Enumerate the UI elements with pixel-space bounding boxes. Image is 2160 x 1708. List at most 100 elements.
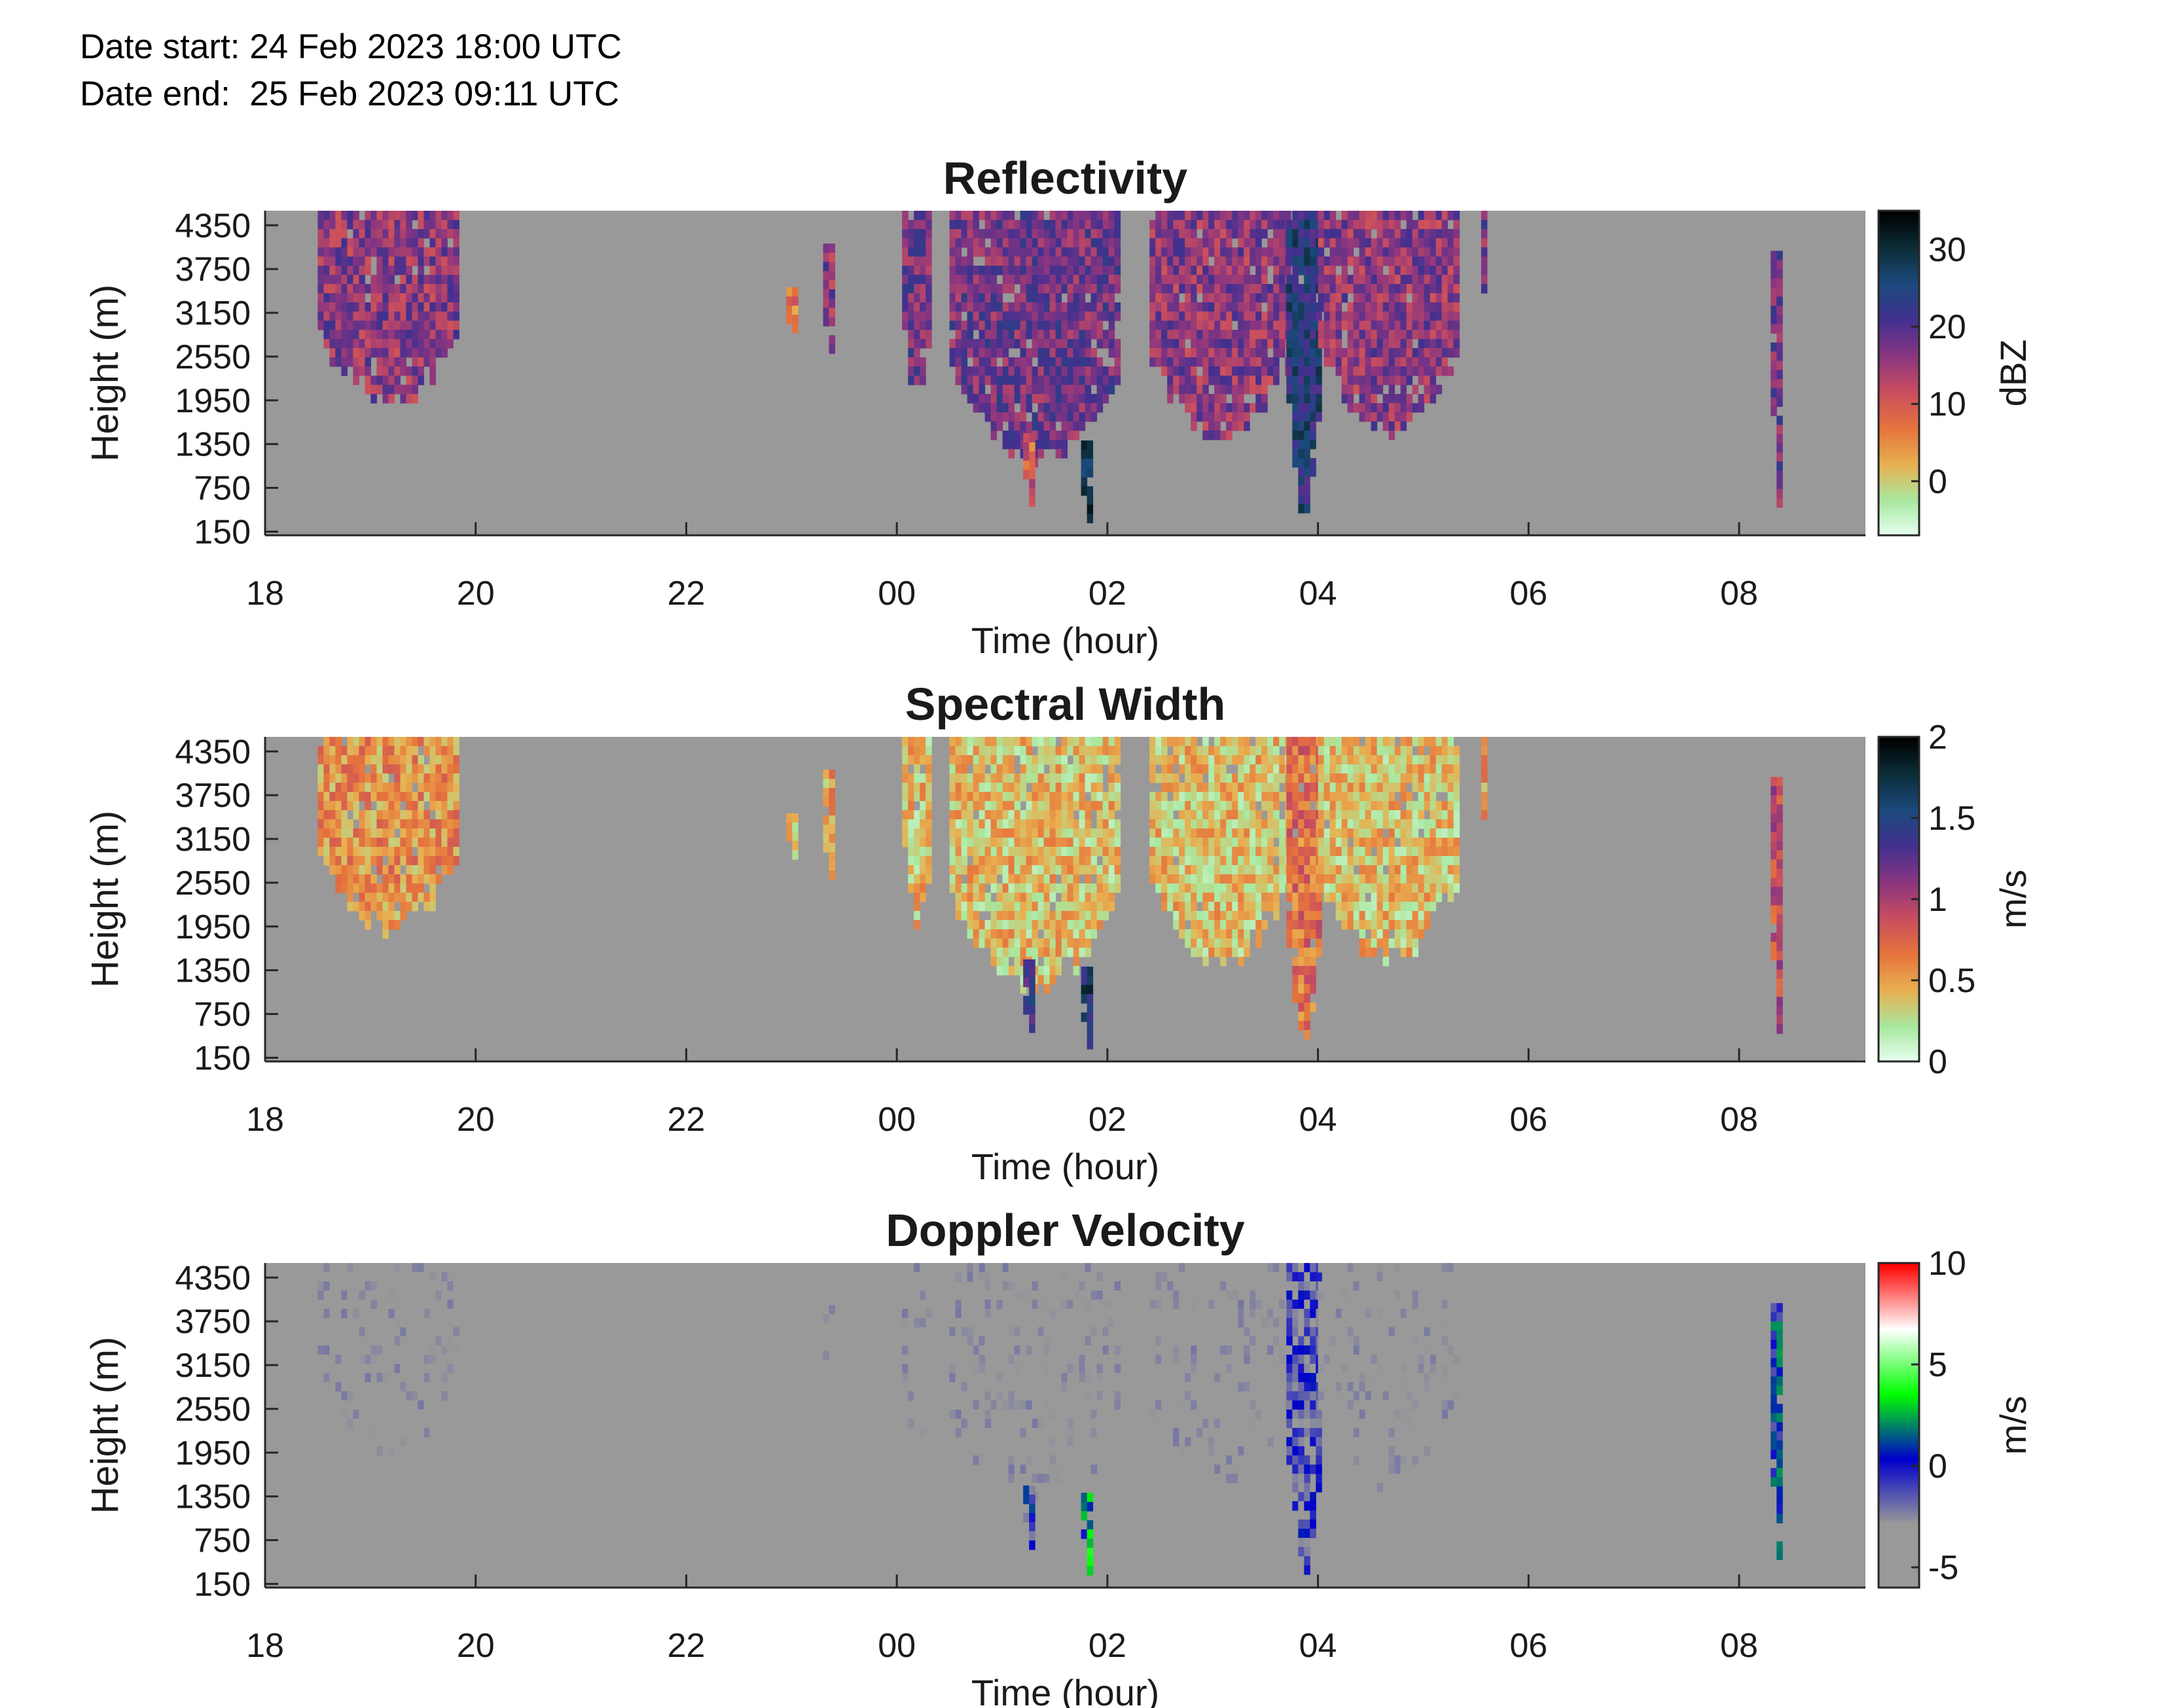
echo-cell — [979, 764, 986, 774]
echo-cell — [388, 911, 395, 921]
echo-cell — [1037, 275, 1045, 285]
echo-cell — [1365, 412, 1372, 422]
echo-cell — [1250, 311, 1256, 321]
echo-cell — [1441, 257, 1449, 266]
echo-cell — [347, 284, 353, 294]
echo-cell — [1441, 810, 1449, 820]
echo-cell — [949, 755, 956, 765]
y-tick-label: 150 — [194, 1039, 251, 1077]
echo-cell — [1226, 865, 1233, 875]
echo-cell — [394, 746, 401, 756]
echo-cell — [453, 746, 459, 756]
echo-cell — [1418, 311, 1425, 321]
echo-cell — [1310, 357, 1316, 367]
echo-cell — [984, 810, 992, 820]
echo-cell — [406, 883, 412, 893]
echo-cell — [1191, 865, 1197, 875]
echo-cell — [1244, 810, 1250, 820]
echo-cell — [1318, 211, 1325, 221]
echo-cell — [1371, 293, 1378, 303]
echo-cell — [1435, 357, 1443, 367]
echo-cell — [406, 746, 412, 756]
echo-cell — [979, 229, 986, 239]
echo-cell — [1023, 442, 1030, 452]
echo-cell — [1447, 828, 1454, 838]
echo-cell — [1400, 357, 1407, 367]
echo-cell — [979, 755, 986, 765]
echo-cell — [1329, 211, 1337, 221]
echo-cell — [376, 366, 383, 376]
echo-cell — [1049, 302, 1056, 312]
echo-cell — [406, 838, 412, 847]
echo-cell — [1447, 284, 1454, 294]
echo-cell — [1049, 339, 1056, 349]
echo-cell — [920, 376, 926, 385]
echo-cell — [1261, 220, 1268, 230]
echo-cell — [1365, 284, 1372, 294]
x-tick-label: 02 — [1089, 575, 1126, 613]
echo-cell — [1382, 220, 1390, 230]
echo-cell — [823, 779, 829, 789]
echo-cell — [1273, 211, 1280, 221]
echo-cell — [400, 238, 406, 248]
echo-cell — [1079, 403, 1086, 413]
echo-cell — [1008, 847, 1015, 857]
echo-cell — [979, 266, 986, 276]
echo-cell — [365, 893, 371, 902]
echo-cell — [1214, 764, 1221, 774]
echo-cell — [984, 293, 992, 303]
echo-cell — [382, 883, 389, 893]
colorbar-segment — [1879, 478, 1919, 482]
echo-cell — [1304, 211, 1310, 221]
echo-cell — [1049, 376, 1056, 385]
echo-cell — [1002, 838, 1009, 847]
echo-cell — [823, 825, 829, 834]
echo-cell — [1167, 737, 1174, 747]
x-tick-label: 06 — [1509, 575, 1547, 613]
echo-cell — [1185, 257, 1191, 266]
colorbar-segment — [1879, 500, 1919, 504]
echo-cell — [1014, 783, 1021, 792]
echo-cell — [1318, 838, 1325, 847]
echo-cell — [979, 783, 986, 792]
echo-cell — [1197, 828, 1203, 838]
echo-cell — [359, 902, 365, 912]
echo-cell — [1197, 911, 1203, 921]
echo-cell — [1085, 403, 1092, 413]
echo-cell — [967, 819, 974, 829]
echo-cell — [823, 843, 829, 853]
echo-cell — [1329, 330, 1337, 340]
echo-cell — [1776, 287, 1783, 297]
echo-cell — [412, 366, 418, 376]
echo-cell — [1255, 792, 1262, 802]
echo-cell — [1771, 287, 1777, 297]
echo-cell — [1310, 1003, 1316, 1012]
echo-cell — [1400, 893, 1407, 902]
echo-cell — [1250, 321, 1256, 330]
echo-cell — [1014, 948, 1021, 957]
echo-cell — [1043, 275, 1051, 285]
colorbar-segment — [1879, 737, 1919, 740]
echo-cell — [353, 220, 359, 230]
echo-cell — [1029, 996, 1035, 1006]
echo-cell — [1304, 1012, 1310, 1022]
echo-cell — [1279, 211, 1286, 221]
echo-cell — [1341, 385, 1348, 395]
echo-cell — [1096, 257, 1104, 266]
echo-cell — [1424, 311, 1431, 321]
echo-cell — [1179, 385, 1185, 395]
echo-cell — [1008, 948, 1015, 957]
echo-cell — [1341, 247, 1348, 257]
echo-cell — [1310, 394, 1316, 404]
echo-cell — [1394, 920, 1401, 930]
echo-cell — [1002, 431, 1009, 440]
echo-cell — [961, 348, 968, 358]
echo-cell — [1323, 275, 1331, 285]
echo-cell — [412, 275, 418, 285]
echo-cell — [441, 257, 448, 266]
echo-cell — [412, 293, 418, 303]
echo-cell — [1208, 266, 1215, 276]
echo-cell — [823, 308, 829, 317]
echo-cell — [1250, 366, 1256, 376]
echo-cell — [388, 764, 395, 774]
